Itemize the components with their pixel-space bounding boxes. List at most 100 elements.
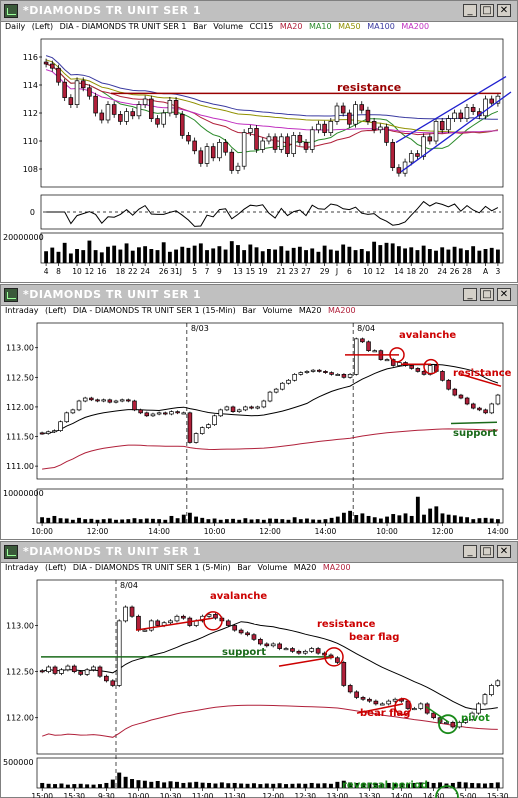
volume-bar — [342, 512, 346, 523]
x-tick-label: 23 — [289, 267, 299, 276]
volume-bar — [412, 782, 417, 788]
volume-bar — [75, 249, 79, 263]
volume-bar — [200, 782, 205, 788]
candle — [283, 648, 289, 651]
candle — [384, 126, 389, 143]
volume-bar — [110, 779, 115, 788]
volume-bar — [359, 249, 364, 263]
volume-bar — [335, 516, 340, 523]
title-bar[interactable]: *DIAMONDS TR UNIT SER 1 _ □ ✕ — [1, 285, 517, 306]
volume-bar — [261, 519, 266, 523]
volume-bar — [104, 782, 109, 788]
volume-bar — [452, 246, 457, 263]
volume-bar — [303, 783, 308, 788]
volume-bar — [311, 519, 316, 523]
candle — [105, 104, 111, 121]
chart-app-icon[interactable] — [4, 4, 18, 18]
volume-bar — [237, 519, 242, 523]
volume-bar — [155, 250, 160, 263]
daily-chart-window: *DIAMONDS TR UNIT SER 1 _ □ ✕ Daily (Lef… — [0, 0, 518, 283]
volume-bar — [360, 513, 365, 523]
candle — [360, 338, 365, 343]
candle — [408, 153, 414, 163]
candle — [264, 643, 270, 647]
volume-bar — [415, 250, 420, 263]
candle — [290, 648, 295, 652]
chart-app-icon[interactable] — [4, 288, 18, 302]
volume-bar — [415, 496, 420, 523]
channel-line-upper — [395, 76, 507, 143]
x-tick-label: 24 — [437, 267, 447, 276]
candle — [433, 121, 439, 142]
x-tick-label: 13 — [233, 267, 243, 276]
minimize-button[interactable]: _ — [463, 4, 477, 17]
volume-bar — [101, 519, 106, 523]
x-tick-label: 12:00 — [432, 527, 454, 536]
minimize-button[interactable]: _ — [463, 545, 477, 558]
candle — [136, 104, 142, 117]
candle — [255, 406, 260, 409]
volume-bar — [52, 515, 57, 523]
candle — [68, 97, 74, 105]
maximize-button[interactable]: □ — [480, 4, 494, 17]
volume-panel-frame — [36, 757, 504, 789]
candle — [110, 680, 116, 686]
volume-bar — [341, 244, 346, 263]
volume-axis-label: 500000 — [3, 758, 34, 767]
x-tick-label: J — [335, 267, 338, 276]
legend-volume: Volume — [262, 306, 293, 315]
x-tick-label: 3 — [496, 267, 501, 276]
legend-style: Bar — [193, 22, 207, 31]
volume-bar — [291, 247, 296, 263]
legend-ma200: MA200 — [322, 563, 351, 572]
x-tick-label: 15:00 — [455, 792, 477, 798]
title-bar[interactable]: *DIAMONDS TR UNIT SER 1 _ □ ✕ — [1, 1, 517, 22]
candle — [50, 63, 55, 69]
volume-bar — [427, 249, 432, 263]
candle — [149, 98, 154, 119]
candle — [212, 415, 217, 426]
candle — [412, 708, 417, 711]
y-tick-label: 113.00 — [6, 622, 34, 631]
volume-bar — [81, 250, 86, 263]
legend-style: Bar — [237, 563, 251, 572]
chart-app-icon[interactable] — [4, 545, 18, 559]
title-bar[interactable]: *DIAMONDS TR UNIT SER 1 _ □ ✕ — [1, 542, 517, 563]
close-button[interactable]: ✕ — [497, 545, 511, 558]
volume-bar — [40, 782, 45, 788]
minimize-button[interactable]: _ — [463, 288, 477, 301]
volume-bar — [254, 247, 259, 263]
candle — [258, 638, 263, 645]
avalanche-trend-line — [135, 617, 214, 631]
candle — [322, 123, 327, 133]
candle — [489, 98, 494, 104]
candle — [470, 107, 476, 112]
candle — [360, 697, 366, 700]
volume-bar — [465, 250, 469, 263]
candle — [365, 109, 371, 122]
y-tick-label: 113.00 — [6, 344, 34, 353]
candle — [107, 399, 113, 403]
maximize-button[interactable]: □ — [480, 545, 494, 558]
volume-bar — [132, 518, 137, 523]
volume-bar — [482, 783, 487, 788]
volume-bar — [142, 780, 147, 788]
close-button[interactable]: ✕ — [497, 4, 511, 17]
maximize-button[interactable]: □ — [480, 288, 494, 301]
candle — [452, 388, 458, 396]
close-button[interactable]: ✕ — [497, 288, 511, 301]
x-tick-label: 26 — [450, 267, 460, 276]
candle — [174, 615, 180, 622]
candle — [415, 153, 420, 157]
candle — [272, 136, 278, 150]
cci-line — [46, 200, 499, 227]
candle — [446, 118, 451, 131]
candle — [353, 338, 359, 375]
candle — [471, 403, 476, 409]
candle — [155, 118, 160, 125]
candle — [418, 703, 424, 709]
legend-ma200: MA200 — [401, 22, 430, 31]
x-tick-label: 9:30 — [98, 792, 115, 798]
volume-bar — [258, 784, 263, 788]
volume-bar — [463, 782, 468, 788]
